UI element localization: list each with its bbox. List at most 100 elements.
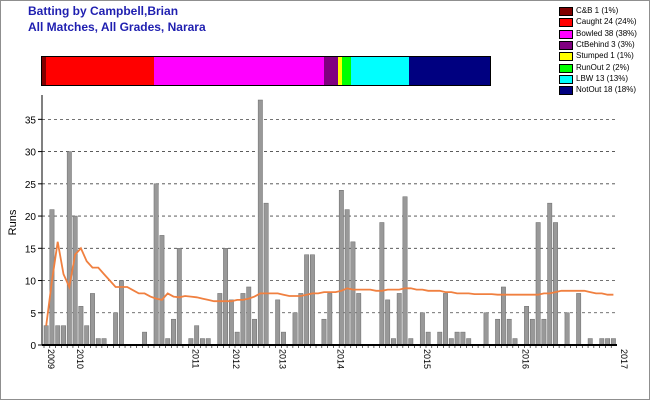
- dismissal-segment: [153, 57, 325, 85]
- y-tick-label: 20: [25, 212, 37, 223]
- legend-swatch: [559, 18, 573, 28]
- chart-subtitle: All Matches, All Grades, Narara: [28, 20, 206, 34]
- bar: [304, 254, 310, 346]
- bar: [240, 293, 246, 346]
- bar: [529, 318, 535, 346]
- y-tick-label: 0: [30, 341, 36, 352]
- y-tick-label: 25: [25, 180, 37, 191]
- bar: [553, 222, 558, 346]
- bar: [234, 331, 240, 346]
- bar: [321, 318, 327, 346]
- x-year-label: 2009: [46, 349, 56, 369]
- bar: [84, 325, 90, 346]
- y-axis-label: Runs: [7, 209, 19, 235]
- bar: [356, 293, 362, 346]
- bar: [483, 312, 489, 346]
- bar: [72, 215, 78, 346]
- x-year-label: 2015: [422, 349, 432, 369]
- bar: [454, 331, 460, 346]
- x-year-label: 2016: [521, 349, 531, 369]
- x-year-label: 2014: [335, 349, 345, 369]
- bar: [228, 299, 234, 346]
- bar: [78, 306, 84, 346]
- legend-label: RunOut 2 (2%): [576, 62, 630, 72]
- legend-label: Bowled 38 (38%): [576, 28, 637, 38]
- legend-swatch: [559, 29, 573, 39]
- bar: [171, 318, 176, 346]
- bar: [385, 299, 391, 346]
- bar: [275, 299, 281, 346]
- legend-label: NotOut 18 (18%): [576, 85, 637, 95]
- bar: [437, 331, 443, 346]
- bar: [43, 325, 49, 346]
- legend-label: C&B 1 (1%): [576, 6, 619, 15]
- legend-label: LBW 13 (13%): [576, 74, 629, 84]
- x-year-label: 2017: [619, 349, 629, 369]
- bar: [252, 318, 257, 346]
- bar: [495, 318, 501, 346]
- bar: [506, 318, 512, 346]
- bar: [159, 235, 165, 346]
- legend-swatch: [559, 63, 573, 73]
- bar: [298, 293, 304, 346]
- bar: [396, 293, 402, 346]
- bar: [61, 325, 66, 346]
- y-tick-label: 10: [25, 277, 37, 288]
- bar: [564, 312, 570, 346]
- bar: [500, 286, 506, 346]
- bar: [402, 196, 408, 346]
- bar: [309, 254, 315, 346]
- bar: [576, 293, 582, 346]
- bar: [419, 312, 425, 346]
- y-tick-label: 35: [25, 115, 37, 126]
- bar: [194, 325, 200, 346]
- bar: [257, 99, 263, 346]
- bar: [263, 202, 269, 346]
- x-year-label: 2010: [75, 349, 85, 369]
- bar: [292, 312, 298, 346]
- legend-swatch: [559, 86, 573, 96]
- average-line: [45, 241, 614, 326]
- dismissal-segment: [337, 57, 343, 85]
- bar: [541, 318, 547, 346]
- bar: [524, 306, 529, 346]
- bar: [425, 331, 431, 346]
- chart-title: Batting by Campbell,Brian: [28, 4, 179, 18]
- bar: [344, 209, 350, 346]
- bar: [327, 293, 333, 346]
- bar: [113, 312, 119, 346]
- bar: [223, 248, 229, 346]
- dismissal-segment: [42, 57, 47, 85]
- bar: [153, 183, 159, 346]
- bar: [246, 286, 252, 346]
- bar: [55, 325, 61, 346]
- dismissal-segment: [342, 57, 352, 85]
- bar: [547, 202, 553, 346]
- y-tick-label: 15: [25, 244, 37, 255]
- bar: [443, 293, 448, 346]
- bar: [338, 190, 344, 346]
- x-year-label: 2012: [231, 349, 241, 369]
- bar: [350, 241, 356, 346]
- dismissal-breakdown-bar: [41, 56, 491, 86]
- legend-label: Stumped 1 (1%): [576, 51, 634, 61]
- legend-swatch: [559, 41, 573, 51]
- dismissal-segment: [409, 57, 490, 85]
- dismissal-segment: [324, 57, 338, 85]
- y-tick-label: 30: [25, 148, 37, 159]
- legend-label: Caught 24 (24%): [576, 17, 637, 27]
- x-year-label: 2013: [278, 349, 288, 369]
- bar: [66, 151, 72, 346]
- dismissal-segment: [351, 57, 410, 85]
- bar: [142, 331, 147, 346]
- dismissal-segment: [46, 57, 154, 85]
- bar: [90, 293, 95, 346]
- bar: [535, 222, 541, 346]
- legend-swatch: [559, 52, 573, 62]
- legend-swatch: [559, 7, 573, 16]
- bar: [281, 331, 286, 346]
- bar: [379, 222, 385, 346]
- x-year-label: 2011: [191, 349, 201, 368]
- bar: [460, 331, 466, 346]
